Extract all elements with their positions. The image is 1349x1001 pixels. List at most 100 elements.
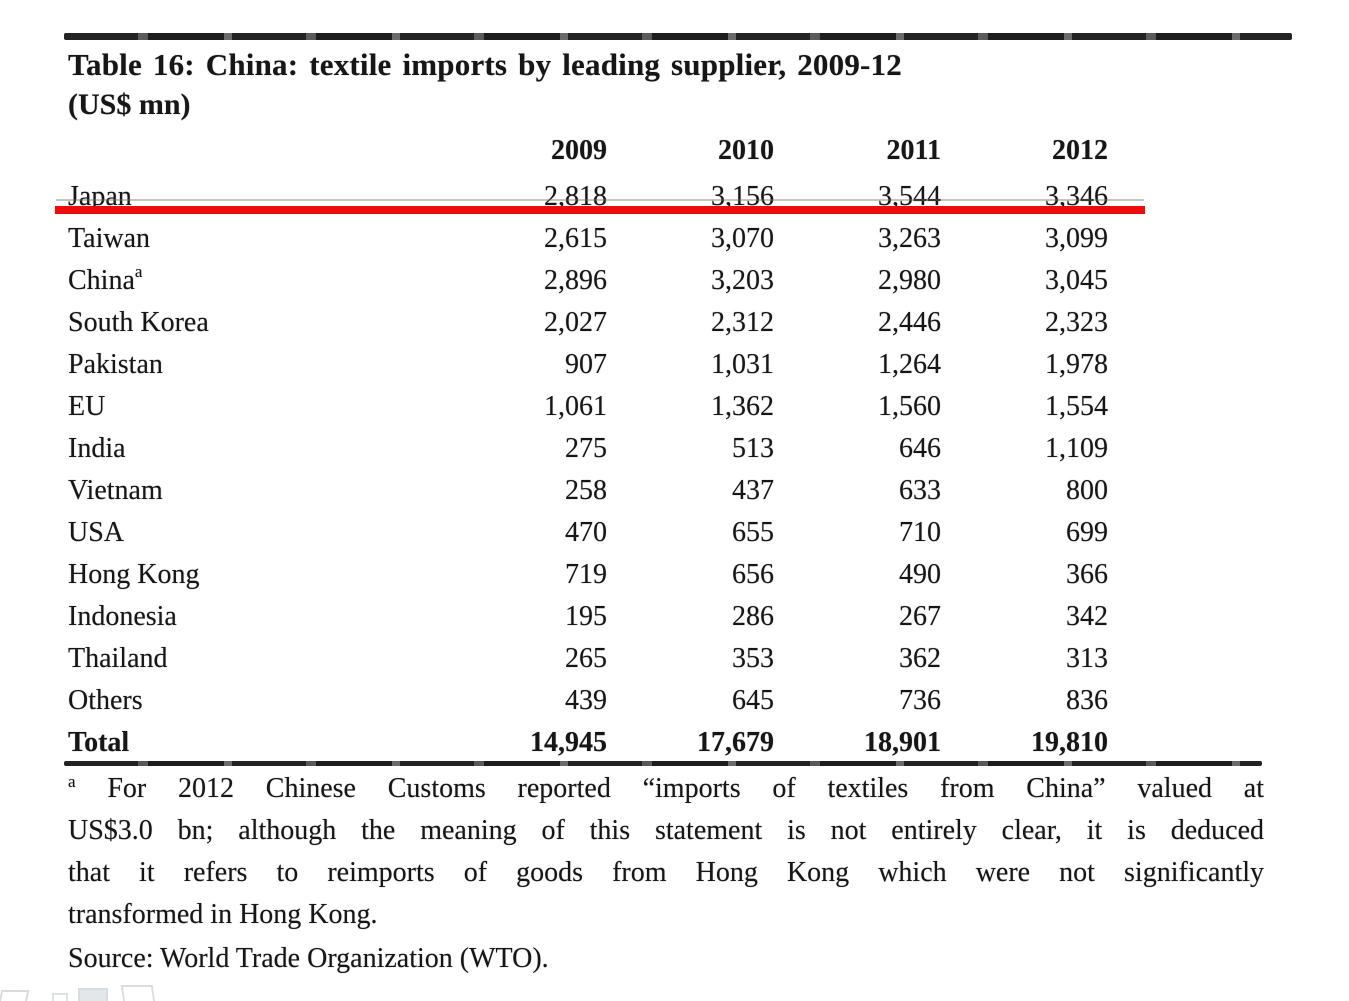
value-2011: 3,263 — [878, 223, 941, 254]
value-2012: 342 — [1066, 601, 1108, 632]
value-2012: 800 — [1066, 475, 1108, 506]
value-2011: 646 — [899, 433, 941, 464]
red-underline-annotation — [55, 206, 1145, 214]
header-spacer — [68, 131, 440, 176]
footnote-block: a For 2012 Chinese Customs reported “imp… — [68, 768, 1264, 936]
value-2009: 265 — [565, 643, 607, 674]
value-2011: 1,560 — [878, 391, 941, 422]
scan-artifact-icon — [0, 990, 30, 1001]
table-row: Hong Kong 719 656 490 366 — [68, 554, 1108, 596]
top-horizontal-rule — [64, 33, 1292, 40]
value-2012: 3,099 — [1045, 223, 1108, 254]
value-2010: 3,070 — [711, 223, 774, 254]
value-2011: 490 — [899, 559, 941, 590]
table-row: Others 439 645 736 836 — [68, 680, 1108, 722]
value-2012: 1,109 — [1045, 433, 1108, 464]
value-2009: 439 — [565, 685, 607, 716]
header-year-2012: 2012 — [1052, 135, 1108, 166]
value-2009: 470 — [565, 517, 607, 548]
footnote-line: US$3.0 bn; although the meaning of this … — [68, 815, 1264, 846]
value-2012: 2,323 — [1045, 307, 1108, 338]
table-row: Chinaa 2,896 3,203 2,980 3,045 — [68, 260, 1108, 302]
value-2011: 362 — [899, 643, 941, 674]
japan-row-hairline — [56, 199, 1144, 201]
header-year-2010: 2010 — [718, 135, 774, 166]
row-label: Indonesia — [68, 601, 177, 632]
value-2010: 513 — [732, 433, 774, 464]
value-2010: 1,362 — [711, 391, 774, 422]
row-label: Vietnam — [68, 475, 163, 506]
value-2009: 2,896 — [544, 265, 607, 296]
footnote-text: For 2012 Chinese Customs reported “impor… — [107, 773, 1264, 804]
row-label: Others — [68, 685, 143, 716]
value-2010: 3,203 — [711, 265, 774, 296]
value-2009: 1,061 — [544, 391, 607, 422]
header-year-2011: 2011 — [886, 135, 941, 166]
imports-table: 2009 2010 2011 2012 Japan 2,818 3,156 3,… — [68, 131, 1108, 764]
table-row: Pakistan 907 1,031 1,264 1,978 — [68, 344, 1108, 386]
value-2010: 655 — [732, 517, 774, 548]
value-2012: 699 — [1066, 517, 1108, 548]
value-2012: 1,978 — [1045, 349, 1108, 380]
value-2011: 633 — [899, 475, 941, 506]
row-label: Taiwan — [68, 223, 151, 254]
footnote-line: transformed in Hong Kong. — [68, 899, 378, 930]
row-label: Hong Kong — [68, 559, 200, 590]
row-label: Thailand — [68, 643, 168, 674]
table-title: Table 16: China: textile imports by lead… — [68, 47, 902, 82]
table-row: Taiwan 2,615 3,070 3,263 3,099 — [68, 218, 1108, 260]
row-label: China — [68, 265, 135, 296]
table-row: South Korea 2,027 2,312 2,446 2,323 — [68, 302, 1108, 344]
source-line: Source: World Trade Organization (WTO). — [68, 943, 549, 974]
value-2012: 3,045 — [1045, 265, 1108, 296]
row-label: EU — [68, 391, 106, 422]
value-2009: 258 — [565, 475, 607, 506]
value-2012: 313 — [1066, 643, 1108, 674]
value-2010: 286 — [732, 601, 774, 632]
table-row: Indonesia 195 286 267 342 — [68, 596, 1108, 638]
scan-artifact-icon — [78, 988, 108, 1001]
value-2012: 19,810 — [1031, 727, 1108, 758]
row-footnote-marker: a — [134, 262, 143, 281]
value-2009: 719 — [565, 559, 607, 590]
value-2012: 836 — [1066, 685, 1108, 716]
total-separator-rule — [64, 761, 1262, 766]
header-year-2009: 2009 — [551, 135, 607, 166]
value-2010: 656 — [732, 559, 774, 590]
row-label: India — [68, 433, 126, 464]
value-2012: 1,554 — [1045, 391, 1108, 422]
value-2011: 710 — [899, 517, 941, 548]
table-row: Total 14,945 17,679 18,901 19,810 — [68, 722, 1108, 764]
row-label: Pakistan — [68, 349, 163, 380]
table-subtitle-units: (US$ mn) — [68, 88, 191, 121]
value-2012: 366 — [1066, 559, 1108, 590]
value-2011: 267 — [899, 601, 941, 632]
value-2009: 275 — [565, 433, 607, 464]
table-row: Thailand 265 353 362 313 — [68, 638, 1108, 680]
scan-artifact-icon — [120, 985, 156, 1001]
footnote-line: a For 2012 Chinese Customs reported “imp… — [68, 768, 1264, 810]
table-row: EU 1,061 1,362 1,560 1,554 — [68, 386, 1108, 428]
value-2011: 2,980 — [878, 265, 941, 296]
value-2011: 18,901 — [864, 727, 941, 758]
row-label: South Korea — [68, 307, 209, 338]
value-2009: 195 — [565, 601, 607, 632]
value-2009: 2,027 — [544, 307, 607, 338]
table-header-row: 2009 2010 2011 2012 — [68, 131, 1108, 176]
value-2011: 2,446 — [878, 307, 941, 338]
footnote-line: that it refers to reimports of goods fro… — [68, 857, 1264, 888]
table-row: India 275 513 646 1,109 — [68, 428, 1108, 470]
value-2010: 353 — [732, 643, 774, 674]
value-2009: 2,615 — [544, 223, 607, 254]
value-2011: 1,264 — [878, 349, 941, 380]
value-2010: 437 — [732, 475, 774, 506]
value-2010: 645 — [732, 685, 774, 716]
footnote-marker: a — [68, 772, 76, 791]
value-2011: 736 — [899, 685, 941, 716]
value-2009: 14,945 — [530, 727, 607, 758]
row-label: USA — [68, 517, 125, 548]
value-2010: 17,679 — [697, 727, 774, 758]
value-2010: 2,312 — [711, 307, 774, 338]
table-row: Vietnam 258 437 633 800 — [68, 470, 1108, 512]
